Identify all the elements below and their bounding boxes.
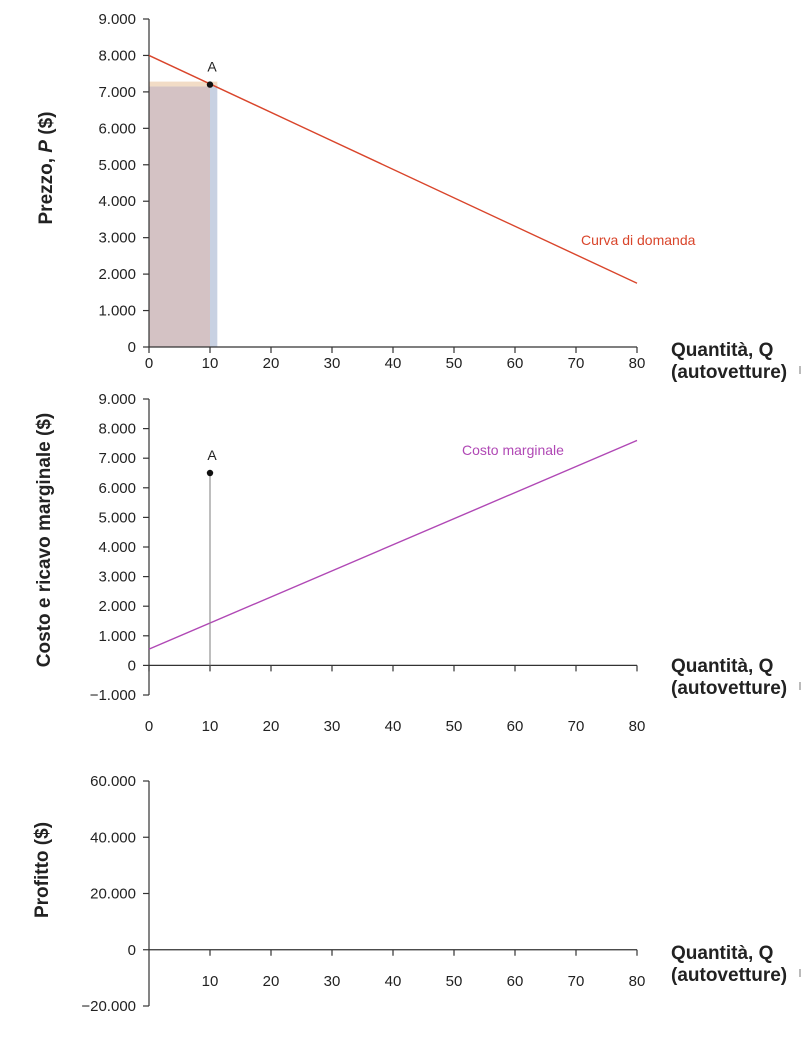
y-tick-label: 2.000 — [98, 598, 136, 615]
y-tick-label: 3.000 — [98, 230, 136, 247]
x-tick-label: 30 — [324, 973, 341, 990]
x-tick-label: 80 — [629, 355, 646, 372]
x-tick-label: 30 — [324, 718, 341, 735]
x-tick-label: 40 — [385, 355, 402, 372]
series-line-marginal — [148, 439, 638, 650]
x-tick-label: 20 — [263, 973, 280, 990]
x-tick-label: 0 — [145, 355, 153, 372]
chart-price: 0 1.000 2.000 3.000 4.000 5.000 6.000 7.000 8.00… — [36, 11, 801, 383]
x-axis-title-line2: (autovetture) — [671, 678, 787, 699]
x-tick-label: 30 — [324, 355, 341, 372]
y-tick-label: 2.000 — [98, 266, 136, 283]
price-strip — [149, 81, 218, 87]
y-tick-label: 6.000 — [98, 120, 136, 137]
y-tick-label: 3.000 — [98, 569, 136, 586]
x-axis-title-line2: (autovetture) — [671, 362, 787, 383]
y-tick-label: −20.000 — [81, 998, 136, 1015]
x-tick-label: 60 — [507, 355, 524, 372]
x-axis-title-line2: (autovetture) — [671, 965, 787, 986]
y-tick-label: 7.000 — [98, 450, 136, 467]
y-tick-label: 1.000 — [98, 303, 136, 320]
y-tick-label: 0 — [128, 657, 136, 674]
point-A — [206, 469, 214, 477]
y-tick-label: 5.000 — [98, 509, 136, 526]
y-tick-label: 4.000 — [98, 539, 136, 556]
x-axis-title-line1: Quantità, Q — [671, 656, 773, 677]
y-tick-label: −1.000 — [90, 687, 136, 704]
x-tick-label: 60 — [507, 718, 524, 735]
y-tick-label: 8.000 — [98, 421, 136, 438]
cost-area — [149, 86, 210, 347]
x-tick-label: 80 — [629, 718, 646, 735]
series-label: Costo marginale — [462, 442, 564, 458]
y-tick-label: 8.000 — [98, 47, 136, 64]
y-tick-label: 20.000 — [90, 886, 136, 903]
x-tick-label: 70 — [568, 973, 585, 990]
y-tick-label: 0 — [128, 942, 136, 959]
x-tick-label: 60 — [507, 973, 524, 990]
y-tick-label: 9.000 — [98, 391, 136, 408]
y-tick-label: 5.000 — [98, 157, 136, 174]
series-label: Curva di domanda — [581, 232, 696, 248]
x-tick-label: 10 — [202, 718, 219, 735]
x-tick-label: 10 — [202, 973, 219, 990]
y-tick-label: 7.000 — [98, 84, 136, 101]
y-tick-label: 4.000 — [98, 193, 136, 210]
y-axis-title: Profitto ($) — [32, 822, 53, 918]
x-tick-label: 40 — [385, 973, 402, 990]
x-tick-label: 10 — [202, 355, 219, 372]
y-axis-title: Prezzo, P ($) — [36, 112, 57, 225]
point-A — [206, 81, 214, 88]
x-axis-title-line1: Quantità, Q — [671, 340, 773, 361]
x-tick-label: 40 — [385, 718, 402, 735]
x-tick-label: 70 — [568, 718, 585, 735]
series-line-price — [148, 54, 638, 284]
y-axis-title: Costo e ricavo marginale ($) — [34, 413, 55, 667]
y-tick-label: 1.000 — [98, 628, 136, 645]
chart-profit: −20.000 0 20.000 40.000 60.000 10 20 30 40 50 60 70… — [32, 773, 801, 1015]
x-tick-label: 0 — [145, 718, 153, 735]
x-tick-label: 50 — [446, 355, 463, 372]
y-tick-label: 60.000 — [90, 773, 136, 790]
y-tick-label: 9.000 — [98, 11, 136, 28]
point-label: A — [207, 59, 217, 75]
x-tick-label: 50 — [446, 973, 463, 990]
x-tick-label: 80 — [629, 973, 646, 990]
x-tick-label: 70 — [568, 355, 585, 372]
chart-marginal: −1.000 0 1.000 2.000 3.000 4.000 5.000 6.000 7.0… — [34, 391, 801, 735]
y-tick-label: 0 — [128, 339, 136, 356]
point-label: A — [207, 447, 217, 463]
x-axis-title-line1: Quantità, Q — [671, 943, 773, 964]
x-tick-label: 20 — [263, 718, 280, 735]
x-tick-label: 50 — [446, 718, 463, 735]
x-tick-label: 20 — [263, 355, 280, 372]
y-tick-label: 6.000 — [98, 480, 136, 497]
y-tick-label: 40.000 — [90, 829, 136, 846]
